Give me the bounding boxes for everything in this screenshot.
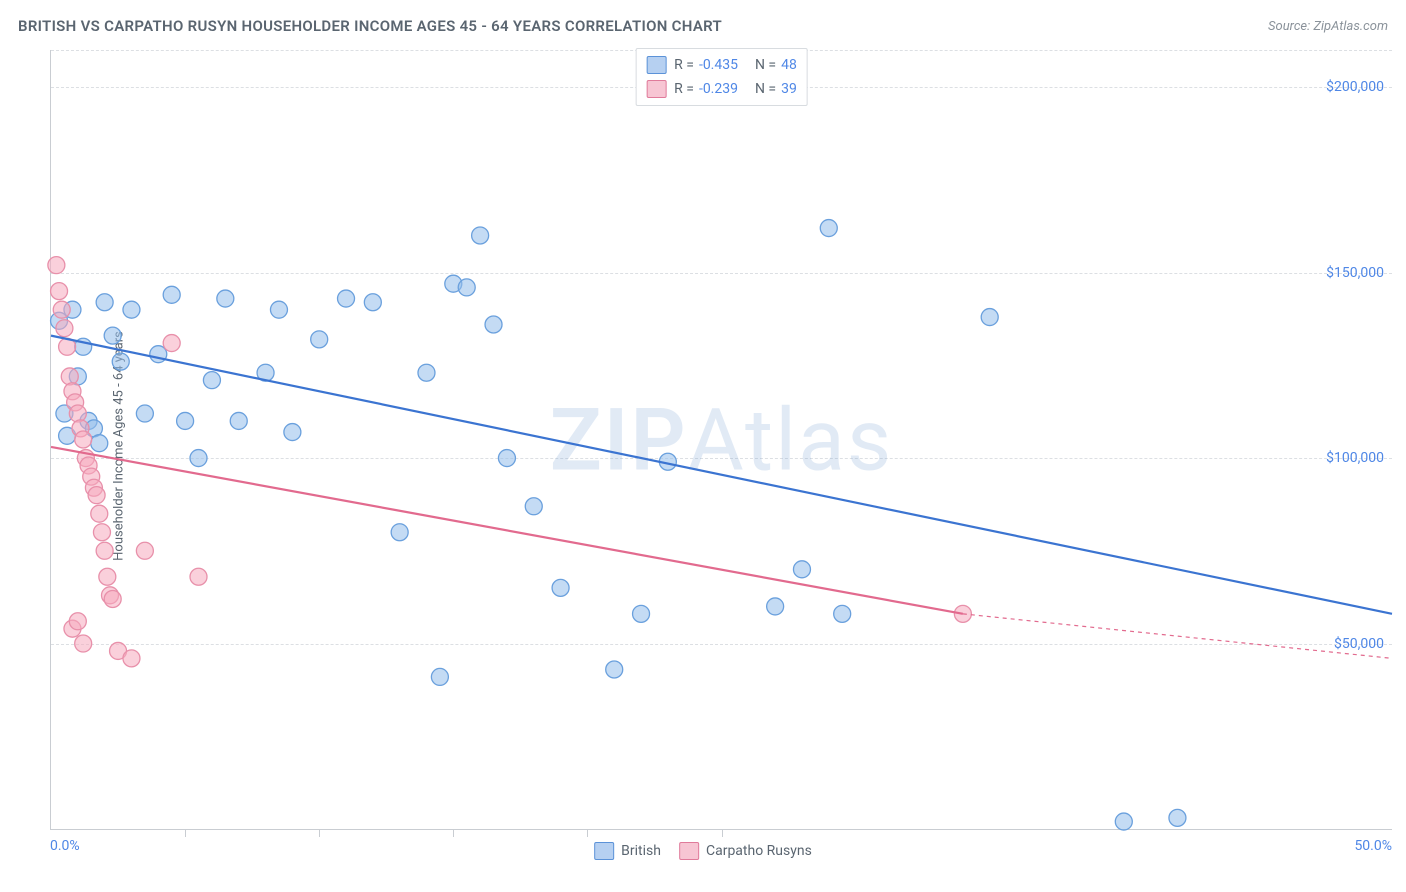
chart-header: BRITISH VS CARPATHO RUSYN HOUSEHOLDER IN… bbox=[0, 0, 1406, 42]
data-point-carpatho bbox=[136, 542, 153, 559]
regression-line-british bbox=[51, 336, 1392, 614]
data-point-carpatho bbox=[163, 335, 180, 352]
data-point-british bbox=[163, 286, 180, 303]
regression-line-carpatho bbox=[51, 447, 963, 614]
legend-row-british: R = -0.435 N = 48 bbox=[646, 53, 797, 77]
data-point-british bbox=[458, 279, 475, 296]
series-legend: British Carpatho Rusyns bbox=[594, 842, 812, 860]
data-point-british bbox=[203, 372, 220, 389]
data-point-carpatho bbox=[75, 635, 92, 652]
data-point-carpatho bbox=[69, 405, 86, 422]
data-point-british bbox=[793, 561, 810, 578]
data-point-carpatho bbox=[56, 320, 73, 337]
legend-item-british: British bbox=[594, 842, 661, 860]
data-point-carpatho bbox=[51, 283, 68, 300]
data-point-british bbox=[498, 450, 515, 467]
data-point-british bbox=[391, 524, 408, 541]
swatch-pink-icon bbox=[679, 842, 699, 860]
chart-svg bbox=[51, 50, 1392, 829]
data-point-british bbox=[104, 327, 121, 344]
data-point-british bbox=[217, 290, 234, 307]
data-point-british bbox=[177, 412, 194, 429]
data-point-british bbox=[552, 579, 569, 596]
data-point-carpatho bbox=[96, 542, 113, 559]
data-point-carpatho bbox=[69, 613, 86, 630]
data-point-carpatho bbox=[123, 650, 140, 667]
swatch-pink-icon bbox=[646, 80, 666, 98]
data-point-carpatho bbox=[88, 487, 105, 504]
x-axis-max-label: 50.0% bbox=[1354, 838, 1392, 854]
data-point-british bbox=[136, 405, 153, 422]
swatch-blue-icon bbox=[646, 56, 666, 74]
data-point-british bbox=[431, 668, 448, 685]
data-point-british bbox=[633, 605, 650, 622]
data-point-carpatho bbox=[75, 431, 92, 448]
data-point-carpatho bbox=[104, 591, 121, 608]
data-point-british bbox=[606, 661, 623, 678]
data-point-british bbox=[123, 301, 140, 318]
data-point-british bbox=[820, 220, 837, 237]
data-point-carpatho bbox=[61, 368, 78, 385]
data-point-british bbox=[767, 598, 784, 615]
data-point-british bbox=[1169, 809, 1186, 826]
legend-item-carpatho: Carpatho Rusyns bbox=[679, 842, 812, 860]
data-point-british bbox=[364, 294, 381, 311]
data-point-carpatho bbox=[48, 257, 65, 274]
data-point-british bbox=[338, 290, 355, 307]
data-point-british bbox=[96, 294, 113, 311]
data-point-british bbox=[284, 424, 301, 441]
data-point-british bbox=[525, 498, 542, 515]
data-point-british bbox=[190, 450, 207, 467]
data-point-british bbox=[270, 301, 287, 318]
data-point-british bbox=[472, 227, 489, 244]
data-point-british bbox=[91, 435, 108, 452]
data-point-british bbox=[418, 364, 435, 381]
legend-row-carpatho: R = -0.239 N = 39 bbox=[646, 77, 797, 101]
chart-source: Source: ZipAtlas.com bbox=[1268, 19, 1388, 34]
chart-title: BRITISH VS CARPATHO RUSYN HOUSEHOLDER IN… bbox=[18, 17, 722, 35]
x-axis-min-label: 0.0% bbox=[50, 838, 80, 854]
data-point-carpatho bbox=[91, 505, 108, 522]
data-point-british bbox=[1115, 813, 1132, 830]
data-point-british bbox=[981, 309, 998, 326]
data-point-british bbox=[311, 331, 328, 348]
data-point-carpatho bbox=[53, 301, 70, 318]
data-point-carpatho bbox=[190, 568, 207, 585]
data-point-british bbox=[112, 353, 129, 370]
correlation-legend: R = -0.435 N = 48 R = -0.239 N = 39 bbox=[635, 48, 808, 106]
data-point-british bbox=[485, 316, 502, 333]
data-point-british bbox=[834, 605, 851, 622]
data-point-carpatho bbox=[93, 524, 110, 541]
regression-extrapolation-carpatho bbox=[963, 614, 1392, 659]
swatch-blue-icon bbox=[594, 842, 614, 860]
plot-area: ZIPAtlas R = -0.435 N = 48 R = -0.239 N … bbox=[50, 50, 1392, 830]
data-point-british bbox=[230, 412, 247, 429]
data-point-carpatho bbox=[99, 568, 116, 585]
